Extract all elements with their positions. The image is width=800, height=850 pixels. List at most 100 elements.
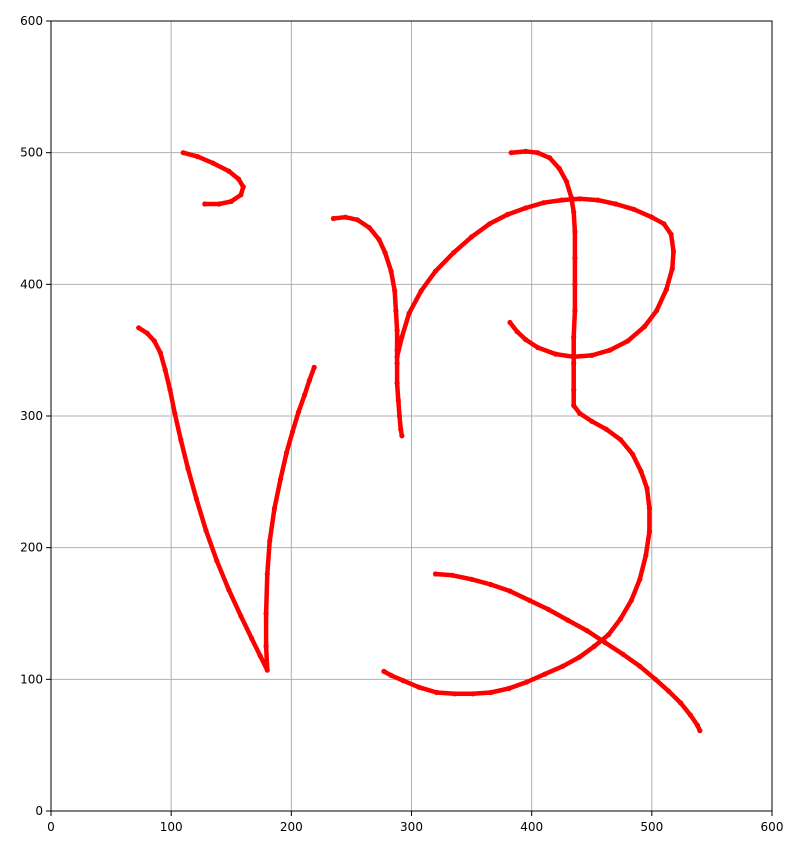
data-point xyxy=(394,354,400,360)
data-point xyxy=(382,250,388,256)
data-point xyxy=(571,402,577,409)
data-point xyxy=(668,231,674,237)
stroke-series-1 xyxy=(180,150,246,207)
stroke-series-3 xyxy=(330,214,405,439)
data-point xyxy=(602,639,608,646)
data-point xyxy=(589,418,595,424)
data-point xyxy=(271,505,278,511)
y-tick-label: 0 xyxy=(35,804,43,818)
data-point xyxy=(416,684,422,690)
stroke-line xyxy=(331,214,405,439)
data-point xyxy=(144,330,150,336)
data-point xyxy=(306,377,312,383)
series-layer xyxy=(136,148,703,734)
data-point xyxy=(545,606,552,613)
data-point xyxy=(523,148,529,154)
data-point xyxy=(202,201,208,207)
data-point xyxy=(577,410,583,416)
data-point xyxy=(572,255,578,261)
y-axis: 0 100 200 300 400 500 600 xyxy=(20,14,51,818)
data-point xyxy=(591,643,597,650)
data-point xyxy=(214,558,220,564)
data-point xyxy=(238,613,244,619)
data-point xyxy=(264,571,270,577)
data-point xyxy=(264,667,270,673)
data-point xyxy=(613,201,619,207)
data-point xyxy=(388,268,394,274)
data-point xyxy=(643,553,649,559)
data-point xyxy=(572,281,578,287)
data-point xyxy=(577,654,583,660)
data-point xyxy=(572,308,578,314)
data-point xyxy=(505,211,511,218)
data-point xyxy=(506,685,512,692)
x-tick-label: 0 xyxy=(47,820,55,834)
x-tick-label: 400 xyxy=(520,820,543,834)
stroke-line xyxy=(136,325,317,673)
data-point xyxy=(283,450,290,456)
data-point xyxy=(216,201,222,207)
stroke-series-4 xyxy=(394,196,677,360)
y-tick-label: 100 xyxy=(20,672,43,686)
data-point xyxy=(595,197,601,203)
data-point xyxy=(366,225,372,231)
data-point xyxy=(249,635,255,642)
data-point xyxy=(302,392,308,398)
data-point xyxy=(541,200,547,206)
data-point xyxy=(523,337,529,343)
data-point xyxy=(620,651,626,657)
data-point xyxy=(571,209,577,215)
data-point xyxy=(678,700,684,706)
data-point xyxy=(568,194,574,200)
data-point xyxy=(571,334,577,340)
data-point xyxy=(526,597,532,603)
x-tick-label: 200 xyxy=(280,820,303,834)
stroke-line xyxy=(180,150,246,207)
data-point xyxy=(603,426,609,432)
data-point xyxy=(642,323,648,330)
data-point xyxy=(571,360,577,366)
data-point xyxy=(210,160,216,166)
data-point xyxy=(571,387,577,393)
data-point xyxy=(507,588,513,594)
data-point xyxy=(452,691,458,697)
data-point xyxy=(399,334,405,340)
data-point xyxy=(523,205,529,211)
data-point xyxy=(694,722,701,729)
data-point xyxy=(553,351,559,357)
data-point xyxy=(172,410,178,416)
data-point xyxy=(556,165,562,172)
data-point xyxy=(535,344,541,351)
data-point xyxy=(395,397,401,403)
data-point xyxy=(663,287,669,293)
stroke-line xyxy=(394,196,676,360)
data-point xyxy=(644,485,650,491)
data-point xyxy=(167,387,173,393)
stroke-line xyxy=(433,571,703,733)
data-point xyxy=(661,221,667,227)
data-point xyxy=(560,663,566,669)
data-point xyxy=(388,672,394,679)
data-point xyxy=(394,327,400,333)
data-point xyxy=(631,206,637,212)
data-point xyxy=(547,155,553,161)
data-point xyxy=(654,308,660,314)
y-tick-label: 500 xyxy=(20,146,43,160)
stroke-series-5 xyxy=(381,148,653,697)
data-point xyxy=(669,265,675,272)
data-point xyxy=(697,728,703,734)
data-point xyxy=(399,433,405,439)
data-point xyxy=(228,198,234,204)
data-point xyxy=(238,192,244,198)
stroke-line xyxy=(381,149,652,697)
data-point xyxy=(508,150,514,156)
data-point xyxy=(637,576,643,582)
data-point xyxy=(392,288,398,294)
data-point xyxy=(398,426,404,432)
data-point xyxy=(226,168,232,174)
data-point xyxy=(157,350,163,356)
data-point xyxy=(652,676,659,682)
data-point xyxy=(381,668,387,675)
data-point xyxy=(432,571,439,577)
data-point xyxy=(295,409,302,415)
